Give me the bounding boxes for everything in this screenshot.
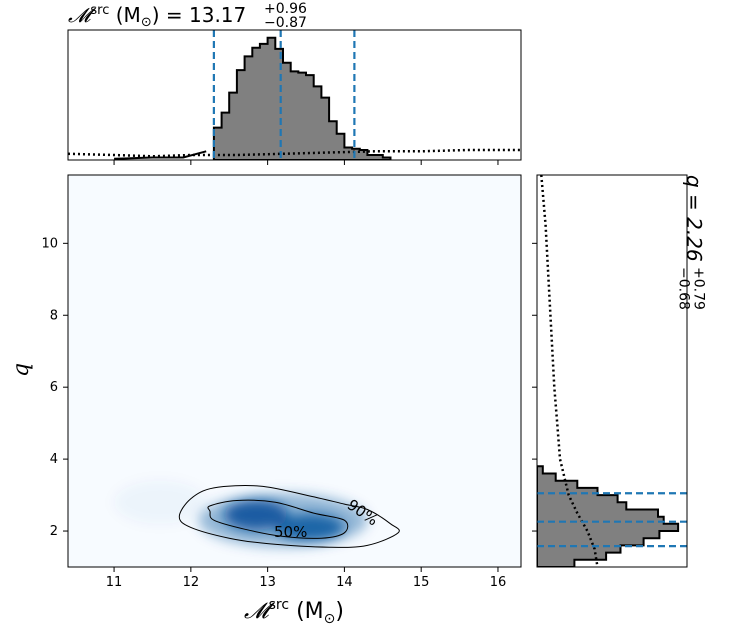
mchirp-prior-curve	[68, 148, 521, 158]
x-axis-label: 𝓜src (M⊙)	[244, 597, 344, 627]
x-tick-label: 15	[413, 575, 430, 590]
mchirp-title-unit: (M	[109, 3, 140, 27]
mchirp-title-sun: ⊙	[141, 15, 152, 30]
y-tick-label: 4	[50, 452, 58, 467]
x-axis-label-unit: (M	[289, 599, 324, 624]
x-axis-label-close: )	[335, 599, 344, 624]
mchirp-title-upper-error: +0.96	[264, 1, 307, 17]
y-tick-label: 10	[41, 236, 58, 251]
x-tick-label: 11	[106, 575, 123, 590]
mchirp-title: 𝓜src (M⊙) = 13.17	[68, 3, 246, 30]
density-blob	[198, 493, 368, 548]
q-title-value: q = 2.26	[682, 175, 706, 262]
y-tick-label: 8	[50, 308, 58, 323]
right-panel-frame	[536, 174, 688, 568]
x-tick-label: 16	[490, 575, 507, 590]
mchirp-title-value: ) = 13.17	[152, 3, 247, 27]
mchirp-histogram	[212, 36, 392, 160]
q-prior-curve	[540, 175, 599, 567]
contour-label-50: 50%	[274, 523, 307, 541]
x-tick-label: 14	[336, 575, 353, 590]
x-tick-label: 12	[183, 575, 200, 590]
mchirp-title-sup: src	[90, 3, 109, 18]
mchirp-title-lower-error: −0.87	[264, 15, 307, 31]
x-axis-label-sun: ⊙	[324, 611, 336, 627]
q-marginal-panel	[532, 174, 688, 568]
main-panel-frame	[67, 174, 522, 568]
y-axis-label: q	[9, 363, 34, 377]
top-panel-frame	[67, 29, 522, 161]
x-axis-label-sup: src	[269, 597, 289, 613]
q-title: q = 2.26 +0.79 −0.68	[675, 175, 706, 310]
q-title-upper-error: +0.79	[690, 267, 706, 310]
contour-50	[207, 499, 349, 539]
density-blob	[114, 480, 207, 524]
y-tick-label: 6	[50, 380, 58, 395]
mchirp-marginal-panel	[67, 29, 522, 165]
y-tick-label: 2	[50, 524, 58, 539]
q-histogram	[537, 465, 680, 567]
x-tick-label: 13	[259, 575, 276, 590]
contour-90	[178, 485, 400, 548]
q-title-symbol: q = 2.26	[682, 175, 706, 262]
density-map	[114, 480, 368, 548]
q-title-lower-error: −0.68	[675, 267, 691, 310]
